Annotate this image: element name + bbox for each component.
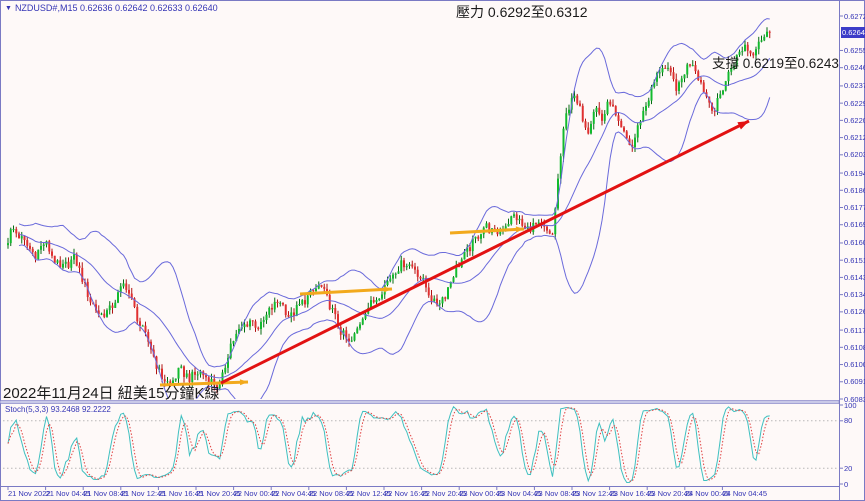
price-tick-label: 0.60915 [844, 377, 865, 387]
price-tick-label: 0.60830 [844, 394, 865, 404]
time-tick-label: 21 Nov 20:45 [196, 489, 241, 498]
time-tick-label: 23 Nov 04:45 [496, 489, 542, 498]
price-tick-label: 0.61515 [844, 255, 865, 265]
symbol-title: ▼ NZDUSD#,M15 0.62636 0.62642 0.62633 0.6… [5, 3, 218, 13]
time-tick-label: 21 Nov 2022 [8, 489, 51, 498]
time-tick-label: 21 Nov 12:45 [120, 489, 166, 498]
orange-arrow-3[interactable] [449, 226, 525, 235]
time-tick-label: 22 Nov 04:45 [271, 489, 316, 498]
date-annotation[interactable]: 2022年11月24日 紐美15分鐘K線 [3, 385, 220, 402]
time-tick-label: 23 Nov 16:45 [609, 489, 655, 498]
stoch-scale-label: 20 [844, 463, 853, 473]
time-tick-label: 21 Nov 16:45 [158, 489, 204, 498]
panel-separator[interactable] [0, 400, 840, 404]
price-tick-label: 0.62465 [844, 63, 865, 73]
collapse-chart-icon[interactable]: ▼ [5, 5, 12, 12]
price-tick-label: 0.61085 [844, 342, 865, 352]
stoch-main-line [7, 405, 770, 484]
stoch-scale-label: 80 [844, 416, 853, 426]
bollinger-upper-line [18, 18, 770, 368]
price-tick-label: 0.61945 [844, 168, 865, 178]
price-tick-label: 0.61775 [844, 203, 865, 212]
support-annotation[interactable]: 支撐 0.6219至0.6243 [712, 56, 839, 71]
time-axis[interactable]: 21 Nov 2022 21 Nov 04:45 21 Nov 08:45 21 No… [0, 488, 840, 501]
time-tick-label: 23 Nov 08:45 [534, 489, 580, 498]
bollinger-bands[interactable] [18, 18, 771, 411]
price-tick-label: 0.62205 [844, 115, 865, 125]
stoch-lines[interactable] [7, 405, 771, 484]
stoch-indicator-label: Stoch(5,3,3) 93.2468 92.2222 [5, 405, 111, 414]
uptrend-line[interactable] [220, 119, 750, 385]
time-tick-label: 23 Nov 12:45 [572, 489, 617, 498]
stoch-scale-label: 100 [844, 400, 857, 410]
time-tick-label: 21 Nov 04:45 [45, 489, 91, 498]
orange-arrow-2[interactable] [299, 286, 393, 296]
time-tick-label: 23 Nov 20:45 [647, 489, 692, 498]
time-tick-label: 24 Nov 04:45 [722, 489, 768, 498]
candles-layer [7, 27, 771, 394]
price-tick-label: 0.61345 [844, 290, 865, 300]
price-tick-label: 0.62375 [844, 81, 865, 91]
symbol-ohlc-text: NZDUSD#,M15 0.62636 0.62642 0.62633 0.62… [14, 3, 218, 13]
current-price-tag: 0.62640 [841, 27, 865, 38]
time-tick-label: 23 Nov 00:45 [459, 489, 504, 498]
time-tick-label: 21 Nov 08:45 [83, 489, 128, 498]
time-tick-label: 22 Nov 16:45 [384, 489, 429, 498]
time-tick-label: 22 Nov 08:45 [308, 489, 354, 498]
time-tick-label: 24 Nov 00:45 [684, 489, 730, 498]
bollinger-lower-line [18, 91, 771, 399]
orange-arrow-1[interactable] [159, 379, 249, 387]
bollinger-middle-line [18, 57, 771, 379]
price-tick-label: 0.62035 [844, 150, 865, 160]
time-tick-label: 22 Nov 00:45 [233, 489, 279, 498]
stoch-scale-label: 0 [844, 479, 849, 489]
time-tick-label: 22 Nov 12:45 [346, 489, 392, 498]
time-tick-label: 22 Nov 20:45 [421, 489, 467, 498]
resistance-annotation[interactable]: 壓力 0.6292至0.6312 [456, 4, 588, 20]
